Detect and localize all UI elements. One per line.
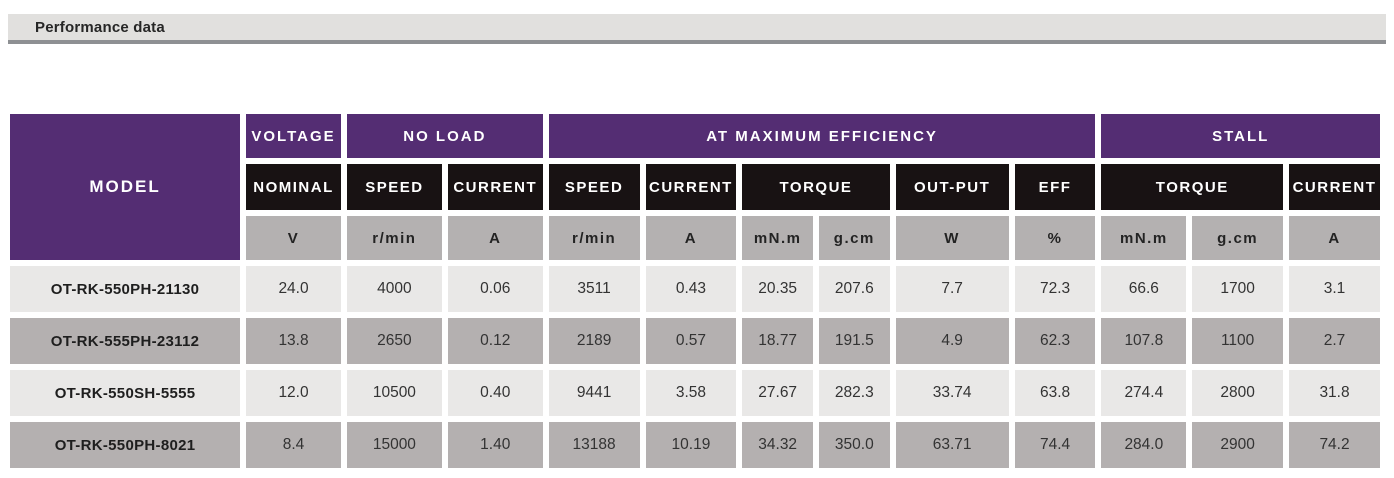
value-cell: 4000: [346, 266, 442, 312]
value-cell: 31.8: [1289, 370, 1380, 416]
table-row: OT-RK-555PH-23112 13.8 2650 0.12 2189 0.57 18.…: [10, 318, 1380, 364]
max-eff-torque-header: TORQUE: [742, 164, 890, 210]
unit-cell: W: [895, 216, 1009, 260]
value-cell: 3.58: [645, 370, 737, 416]
value-cell: 2900: [1192, 422, 1284, 468]
unit-cell: %: [1014, 216, 1096, 260]
value-cell: 74.2: [1289, 422, 1380, 468]
model-cell: OT-RK-555PH-23112: [10, 318, 241, 364]
no-load-group-header: NO LOAD: [346, 114, 543, 158]
value-cell: 0.57: [645, 318, 737, 364]
table-row: OT-RK-550PH-8021 8.4 15000 1.40 13188 10.19 34…: [10, 422, 1380, 468]
unit-cell: r/min: [346, 216, 442, 260]
no-load-speed-header: SPEED: [346, 164, 442, 210]
value-cell: 107.8: [1101, 318, 1187, 364]
model-cell: OT-RK-550SH-5555: [10, 370, 241, 416]
table-row: OT-RK-550PH-21130 24.0 4000 0.06 3511 0.43 20.…: [10, 266, 1380, 312]
value-cell: 282.3: [818, 370, 890, 416]
value-cell: 191.5: [818, 318, 890, 364]
value-cell: 62.3: [1014, 318, 1096, 364]
value-cell: 34.32: [742, 422, 813, 468]
section-title-bar: Performance data: [8, 14, 1386, 44]
value-cell: 13.8: [246, 318, 341, 364]
unit-cell: V: [246, 216, 341, 260]
value-cell: 27.67: [742, 370, 813, 416]
unit-cell: mN.m: [742, 216, 813, 260]
value-cell: 0.06: [447, 266, 543, 312]
value-cell: 2189: [548, 318, 640, 364]
no-load-current-header: CURRENT: [447, 164, 543, 210]
value-cell: 7.7: [895, 266, 1009, 312]
value-cell: 1.40: [447, 422, 543, 468]
value-cell: 8.4: [246, 422, 341, 468]
value-cell: 66.6: [1101, 266, 1187, 312]
unit-cell: A: [645, 216, 737, 260]
value-cell: 2.7: [1289, 318, 1380, 364]
eff-header: EFF: [1014, 164, 1096, 210]
value-cell: 10500: [346, 370, 442, 416]
value-cell: 15000: [346, 422, 442, 468]
value-cell: 9441: [548, 370, 640, 416]
value-cell: 0.12: [447, 318, 543, 364]
value-cell: 18.77: [742, 318, 813, 364]
unit-cell: A: [1289, 216, 1380, 260]
value-cell: 12.0: [246, 370, 341, 416]
value-cell: 10.19: [645, 422, 737, 468]
value-cell: 0.40: [447, 370, 543, 416]
table-row: OT-RK-550SH-5555 12.0 10500 0.40 9441 3.58 27.…: [10, 370, 1380, 416]
value-cell: 20.35: [742, 266, 813, 312]
value-cell: 74.4: [1014, 422, 1096, 468]
stall-group-header: STALL: [1101, 114, 1380, 158]
value-cell: 63.8: [1014, 370, 1096, 416]
group-header-row: MODEL VOLTAGE NO LOAD AT MAXIMUM EFFICIE…: [10, 114, 1380, 260]
value-cell: 2650: [346, 318, 442, 364]
max-eff-speed-header: SPEED: [548, 164, 640, 210]
performance-table-container: MODEL VOLTAGE NO LOAD AT MAXIMUM EFFICIE…: [4, 108, 1386, 474]
value-cell: 0.43: [645, 266, 737, 312]
max-eff-current-header: CURRENT: [645, 164, 737, 210]
stall-torque-header: TORQUE: [1101, 164, 1284, 210]
value-cell: 4.9: [895, 318, 1009, 364]
at-maximum-efficiency-group-header: AT MAXIMUM EFFICIENCY: [548, 114, 1096, 158]
value-cell: 350.0: [818, 422, 890, 468]
value-cell: 13188: [548, 422, 640, 468]
unit-cell: g.cm: [818, 216, 890, 260]
unit-cell: g.cm: [1192, 216, 1284, 260]
value-cell: 284.0: [1101, 422, 1187, 468]
value-cell: 63.71: [895, 422, 1009, 468]
unit-cell: r/min: [548, 216, 640, 260]
value-cell: 72.3: [1014, 266, 1096, 312]
model-column-header: MODEL: [10, 114, 241, 260]
unit-cell: A: [447, 216, 543, 260]
page-title: Performance data: [35, 18, 165, 36]
value-cell: 274.4: [1101, 370, 1187, 416]
voltage-group-header: VOLTAGE: [246, 114, 341, 158]
model-cell: OT-RK-550PH-8021: [10, 422, 241, 468]
stall-current-header: CURRENT: [1289, 164, 1380, 210]
unit-cell: mN.m: [1101, 216, 1187, 260]
performance-table: MODEL VOLTAGE NO LOAD AT MAXIMUM EFFICIE…: [4, 108, 1386, 474]
value-cell: 1700: [1192, 266, 1284, 312]
value-cell: 1100: [1192, 318, 1284, 364]
output-header: OUT-PUT: [895, 164, 1009, 210]
sub-header-row: NOMINAL SPEED CURRENT SPEED CURRENT TORQ…: [10, 164, 1380, 210]
nominal-header: NOMINAL: [246, 164, 341, 210]
value-cell: 2800: [1192, 370, 1284, 416]
value-cell: 3511: [548, 266, 640, 312]
value-cell: 24.0: [246, 266, 341, 312]
value-cell: 207.6: [818, 266, 890, 312]
model-cell: OT-RK-550PH-21130: [10, 266, 241, 312]
unit-header-row: V r/min A r/min A mN.m g.cm W % mN.m g.c…: [10, 216, 1380, 260]
value-cell: 3.1: [1289, 266, 1380, 312]
value-cell: 33.74: [895, 370, 1009, 416]
